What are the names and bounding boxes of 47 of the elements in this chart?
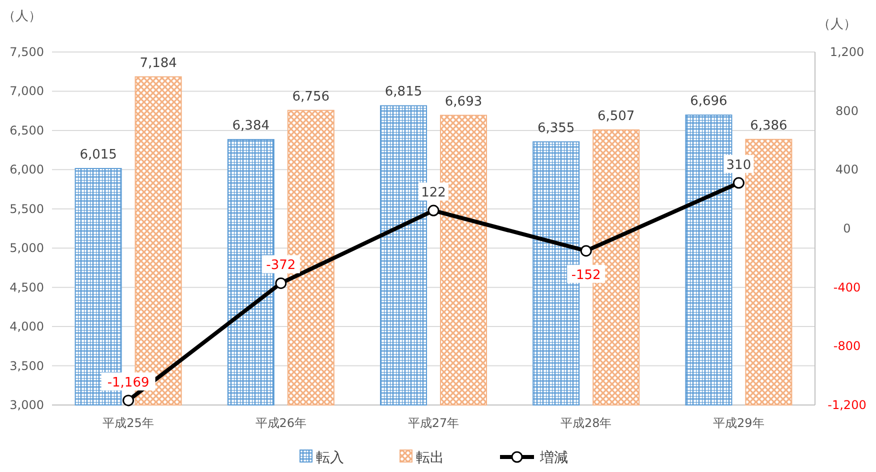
point (580, 245, 592, 257)
data-label: -1,169 (107, 375, 150, 390)
data-label: 6,696 (690, 94, 728, 110)
legend-label: 転出 (416, 450, 444, 466)
y-tick-label: 6,500 (10, 123, 44, 138)
data-label: 6,015 (80, 147, 117, 162)
y2-tick-label: 400 (836, 162, 858, 177)
data-label: 122 (421, 186, 446, 201)
y-tick-label: 4,500 (10, 280, 44, 294)
data-label: 6,507 (597, 108, 635, 124)
legend-label: 転入 (316, 450, 344, 466)
data-label: 6,693 (444, 94, 482, 110)
y-tick-label: 3,500 (10, 358, 44, 373)
x-tick-label: 平成29年 (713, 416, 764, 430)
data-label: 6,384 (232, 118, 270, 134)
y-axis-title: （人） (2, 9, 42, 24)
y-tick-label: 7,500 (10, 45, 44, 59)
y-tick-label: 5,000 (10, 241, 44, 256)
x-tick-label: 平成25年 (102, 416, 154, 430)
y2-tick-label: -1,200 (828, 398, 866, 412)
point (428, 204, 440, 216)
x-tick-label: 平成26年 (255, 416, 307, 430)
data-label: 6,756 (292, 89, 330, 104)
y2-axis-title: （人） (818, 17, 856, 32)
data-label: -152 (571, 268, 601, 283)
y-tick-label: 5,500 (10, 202, 44, 216)
y-tick-label: 3,000 (10, 398, 44, 412)
data-label: 6,386 (750, 118, 788, 134)
data-label: 7,184 (140, 56, 177, 71)
y2-tick-label: 0 (843, 222, 851, 236)
data-label: -372 (266, 258, 296, 274)
point (732, 177, 744, 189)
y2-tick-label: 1,200 (830, 45, 864, 59)
x-tick-label: 平成28年 (560, 416, 612, 430)
y-tick-label: 7,000 (10, 84, 44, 98)
y-tick-label: 4,000 (10, 320, 44, 334)
y2-tick-label: 800 (836, 104, 858, 118)
data-label: 6,355 (537, 120, 575, 136)
data-label: 6,815 (384, 84, 422, 100)
legend-label: 増減 (539, 449, 568, 466)
y2-tick-label: -400 (833, 280, 861, 294)
y-tick-label: 6,000 (10, 162, 44, 177)
point (275, 277, 287, 289)
data-label: 310 (726, 158, 752, 173)
x-tick-label: 平成27年 (408, 416, 460, 430)
point (122, 394, 134, 406)
y2-tick-label: -800 (833, 339, 861, 354)
